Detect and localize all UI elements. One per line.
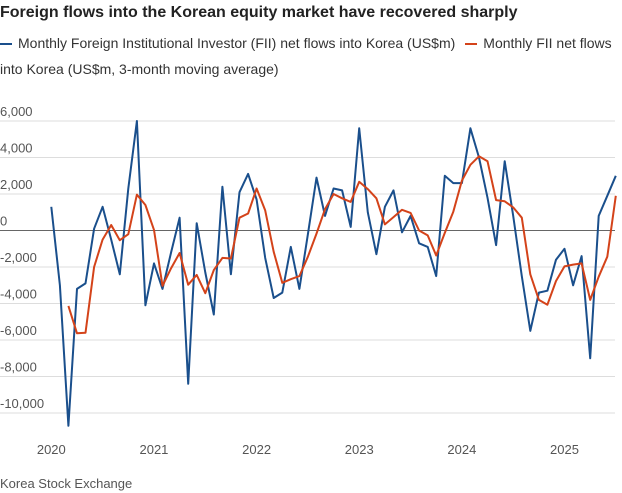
x-tick-label: 2021 — [139, 442, 168, 457]
legend-label: Monthly FII net flows into Korea (US$m, … — [0, 35, 612, 77]
source: Korea Stock Exchange — [0, 476, 133, 491]
legend-entry: Monthly FII net flows into Korea (US$m, … — [0, 35, 612, 77]
y-tick-label: -8,000 — [0, 359, 37, 374]
y-tick-label: -6,000 — [0, 323, 37, 338]
series-line — [67, 155, 617, 335]
chart-title: Foreign flows into the Korean equity mar… — [0, 4, 518, 21]
y-tick-label: -10,000 — [0, 396, 44, 411]
y-tick-label: 2,000 — [0, 177, 33, 192]
legend-label: Monthly Foreign Institutional Investor (… — [18, 35, 456, 51]
x-tick-label: 2022 — [242, 442, 271, 457]
x-tick-label: 2020 — [37, 442, 66, 457]
x-tick-label: 2025 — [550, 442, 579, 457]
legend-entry: Monthly Foreign Institutional Investor (… — [0, 35, 455, 51]
x-tick-label: 2023 — [345, 442, 374, 457]
y-tick-label: -2,000 — [0, 250, 37, 265]
y-tick-label: -4,000 — [0, 287, 37, 302]
y-tick-label: 4,000 — [0, 141, 33, 156]
series-line — [50, 120, 617, 427]
legend-swatch — [0, 43, 12, 46]
legend-swatch — [465, 43, 478, 46]
y-tick-label: 6,000 — [0, 104, 33, 119]
x-tick-label: 2024 — [447, 442, 476, 457]
y-tick-label: 0 — [0, 214, 7, 229]
header: Foreign flows into the Korean equity mar… — [0, 4, 612, 82]
legend: Monthly Foreign Institutional Investor (… — [0, 30, 612, 82]
